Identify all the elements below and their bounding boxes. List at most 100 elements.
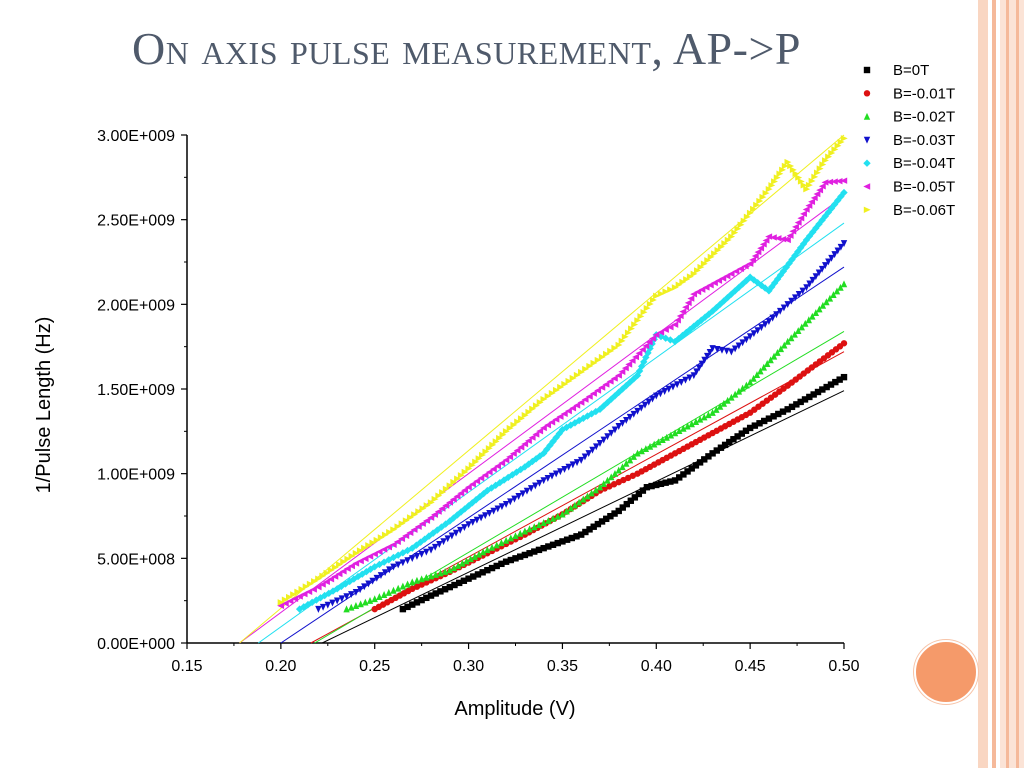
data-point	[409, 578, 416, 586]
data-point	[619, 463, 626, 471]
data-point	[724, 396, 731, 404]
data-point	[759, 193, 767, 201]
data-point	[510, 421, 518, 429]
data-point	[461, 524, 468, 531]
data-point	[819, 301, 827, 309]
data-point	[435, 492, 443, 499]
data-point	[373, 536, 381, 544]
data-point	[290, 591, 298, 598]
data-point	[794, 219, 802, 226]
data-point	[805, 316, 813, 324]
data-point	[690, 290, 698, 298]
data-point	[331, 573, 339, 580]
data-point	[687, 295, 695, 302]
data-point	[819, 161, 827, 168]
data-point	[787, 162, 795, 170]
data-point	[482, 448, 490, 455]
data-point	[662, 288, 670, 295]
data-point	[826, 178, 834, 186]
decor-stripe-5	[1016, 0, 1019, 768]
data-point	[834, 196, 842, 205]
data-point	[683, 276, 691, 283]
data-point	[831, 251, 838, 259]
data-point	[390, 526, 398, 533]
data-point	[598, 353, 606, 361]
data-point	[823, 383, 830, 391]
data-point	[667, 478, 674, 485]
data-point	[423, 502, 431, 509]
data-point	[380, 546, 388, 553]
data-point	[615, 466, 622, 474]
data-point	[770, 413, 777, 420]
data-point	[532, 402, 540, 409]
data-point	[366, 553, 374, 560]
data-point	[490, 507, 497, 515]
data-point	[377, 534, 385, 541]
data-point	[446, 517, 454, 525]
data-point	[821, 179, 829, 186]
data-point	[665, 385, 672, 393]
data-point	[511, 495, 518, 503]
series-6-markers	[277, 135, 848, 606]
data-point	[329, 599, 336, 607]
data-point	[291, 595, 299, 602]
data-point	[621, 364, 629, 372]
data-point	[600, 480, 607, 488]
data-point	[828, 254, 835, 262]
data-point	[726, 438, 733, 446]
data-point	[475, 455, 483, 462]
data-point	[830, 200, 839, 209]
data-point	[765, 185, 773, 193]
data-point	[657, 390, 664, 398]
data-point	[714, 346, 721, 353]
data-point	[671, 284, 679, 291]
data-point	[765, 415, 773, 422]
data-point	[743, 213, 751, 221]
data-point	[517, 415, 525, 422]
data-point	[765, 318, 773, 325]
data-point	[598, 518, 606, 525]
data-point	[423, 548, 430, 556]
data-point	[573, 402, 581, 409]
data-point	[444, 535, 451, 543]
data-point	[630, 453, 637, 460]
data-point	[525, 408, 533, 416]
data-point	[423, 573, 430, 581]
data-point	[323, 578, 330, 586]
data-point	[479, 569, 486, 576]
legend-label: B=-0.02T	[893, 109, 955, 126]
data-point	[423, 517, 431, 524]
data-point	[649, 395, 656, 403]
data-point	[809, 312, 816, 320]
data-point	[507, 498, 514, 506]
data-point	[734, 225, 742, 232]
data-point	[646, 442, 654, 450]
data-point	[596, 439, 604, 447]
data-point	[811, 173, 819, 181]
data-point	[563, 536, 571, 543]
data-point	[526, 550, 533, 557]
data-point	[563, 507, 570, 515]
data-point	[666, 323, 674, 331]
data-point	[822, 157, 829, 164]
data-point	[750, 276, 758, 284]
data-point	[481, 471, 489, 479]
data-point	[385, 588, 392, 596]
data-point	[679, 278, 687, 286]
legend-marker	[863, 159, 871, 167]
data-point	[694, 288, 702, 296]
data-point	[812, 224, 820, 232]
data-point	[398, 520, 406, 527]
data-point	[413, 576, 421, 584]
data-point	[399, 559, 407, 567]
data-point	[640, 309, 648, 316]
data-point	[371, 563, 379, 571]
data-point	[592, 486, 599, 494]
data-point	[792, 170, 800, 177]
data-point	[380, 591, 388, 598]
data-point	[615, 423, 622, 430]
data-point	[673, 381, 681, 389]
data-point	[750, 205, 757, 213]
data-point	[496, 434, 503, 442]
data-point	[773, 174, 781, 181]
